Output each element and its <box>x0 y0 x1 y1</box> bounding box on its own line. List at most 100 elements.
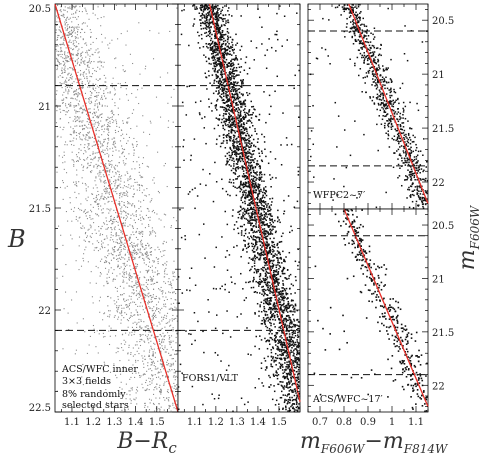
data-point <box>118 305 120 307</box>
data-point <box>271 332 273 335</box>
data-point <box>62 180 64 182</box>
data-point <box>292 299 294 302</box>
data-point <box>116 258 118 261</box>
data-point <box>240 139 243 142</box>
data-point <box>263 230 265 233</box>
data-point <box>130 295 132 298</box>
data-point <box>157 258 159 260</box>
data-point <box>150 233 152 235</box>
data-point <box>155 281 158 283</box>
data-point <box>116 187 118 189</box>
data-point <box>161 307 163 309</box>
data-point <box>106 223 108 226</box>
data-point <box>139 314 141 316</box>
data-point <box>219 145 222 148</box>
data-point <box>169 308 171 310</box>
data-point <box>153 212 156 214</box>
data-point <box>270 259 273 262</box>
data-point <box>159 312 161 314</box>
data-point <box>123 273 125 275</box>
data-point <box>127 408 129 410</box>
data-point <box>88 144 90 146</box>
data-point <box>223 95 225 98</box>
data-point <box>134 258 136 260</box>
data-point <box>62 198 64 200</box>
data-point <box>73 105 75 107</box>
data-point <box>132 355 134 357</box>
data-point <box>283 385 286 387</box>
data-point <box>288 324 290 327</box>
data-point <box>84 43 86 45</box>
data-point <box>287 402 289 404</box>
data-point <box>120 246 122 248</box>
data-point <box>225 124 227 127</box>
data-point <box>289 398 291 401</box>
data-point <box>139 167 141 169</box>
data-point <box>120 239 122 241</box>
data-point <box>61 76 63 78</box>
data-point <box>280 334 282 337</box>
data-point <box>73 42 75 44</box>
data-point <box>148 210 150 212</box>
data-point <box>168 397 170 399</box>
data-point <box>73 181 75 183</box>
data-point <box>229 194 231 197</box>
data-point <box>65 111 67 113</box>
data-point <box>278 350 281 352</box>
data-point <box>295 371 298 373</box>
data-point <box>149 383 151 386</box>
data-point <box>248 220 251 222</box>
data-point <box>137 238 139 241</box>
data-point <box>92 87 94 89</box>
data-point <box>110 218 112 220</box>
data-point <box>106 147 108 149</box>
data-point <box>248 137 250 140</box>
data-point <box>111 247 114 249</box>
data-point <box>259 197 262 200</box>
data-point <box>99 275 101 277</box>
data-point <box>126 234 128 236</box>
data-point <box>129 394 131 396</box>
data-point <box>58 225 60 227</box>
data-point <box>105 98 107 100</box>
data-point <box>292 382 294 385</box>
data-point <box>107 122 109 124</box>
data-point <box>254 130 256 133</box>
data-point <box>109 120 111 122</box>
data-point <box>159 378 161 380</box>
data-point <box>144 406 146 408</box>
data-point <box>74 125 76 127</box>
data-point <box>82 182 84 184</box>
data-point <box>115 255 117 257</box>
data-point <box>239 129 241 131</box>
data-point <box>174 379 176 381</box>
data-point <box>267 268 269 270</box>
data-point <box>70 67 72 69</box>
data-point <box>88 132 90 134</box>
data-point <box>172 376 175 378</box>
data-point <box>227 125 230 128</box>
data-point <box>216 21 218 24</box>
data-point <box>213 7 216 10</box>
data-point <box>284 323 287 325</box>
data-point <box>247 155 250 157</box>
data-point <box>221 34 224 36</box>
data-point <box>152 296 154 298</box>
data-point <box>94 114 96 116</box>
data-point <box>175 299 177 301</box>
data-point <box>133 273 135 275</box>
data-point <box>209 173 211 175</box>
data-point <box>144 355 146 357</box>
data-point <box>234 145 236 148</box>
y-tick-label: 22.5 <box>29 403 51 414</box>
data-point <box>219 26 222 29</box>
data-point <box>88 165 90 167</box>
data-point <box>191 188 194 191</box>
data-point <box>240 124 243 126</box>
data-point <box>62 94 64 96</box>
data-point <box>86 121 88 123</box>
data-point <box>151 308 153 310</box>
data-point <box>289 386 292 388</box>
data-point <box>228 135 230 138</box>
data-point <box>93 120 95 122</box>
